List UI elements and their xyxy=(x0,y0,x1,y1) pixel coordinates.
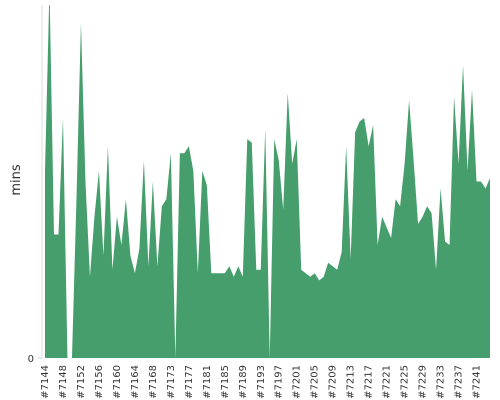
x-tick-label: #7221 xyxy=(382,365,393,399)
area xyxy=(45,5,490,358)
y-axis-label: mins xyxy=(9,164,24,196)
x-tick-label: #7209 xyxy=(328,365,339,399)
x-tick-label: #7205 xyxy=(310,365,321,399)
x-tick-label: #7237 xyxy=(454,365,465,399)
x-tick-label: #7181 xyxy=(202,365,213,399)
x-tick-label: #7217 xyxy=(364,365,375,399)
x-tick-label: #7160 xyxy=(112,365,123,399)
x-tick-label: #7148 xyxy=(58,365,69,399)
y-tick-label: 0 xyxy=(28,354,34,365)
x-tick-label: #7156 xyxy=(94,365,105,399)
x-tick-label: #7164 xyxy=(130,365,141,399)
x-tick-label: #7197 xyxy=(274,365,285,399)
x-tick-label: #7213 xyxy=(346,365,357,399)
x-tick-label: #7173 xyxy=(166,365,177,399)
x-tick-label: #7233 xyxy=(436,365,447,399)
x-tick-label: #7229 xyxy=(418,365,429,399)
x-tick-label: #7189 xyxy=(238,365,249,399)
x-tick-label: #7225 xyxy=(400,365,411,399)
x-tick-label: #7177 xyxy=(184,365,195,399)
x-tick-label: #7168 xyxy=(148,365,159,399)
x-tick-label: #7152 xyxy=(76,365,87,399)
x-tick-label: #7144 xyxy=(40,365,51,399)
x-tick-label: #7193 xyxy=(256,365,267,399)
x-tick-label: #7201 xyxy=(292,365,303,399)
x-tick-label: #7185 xyxy=(220,365,231,399)
x-tick-label: #7241 xyxy=(472,365,483,399)
